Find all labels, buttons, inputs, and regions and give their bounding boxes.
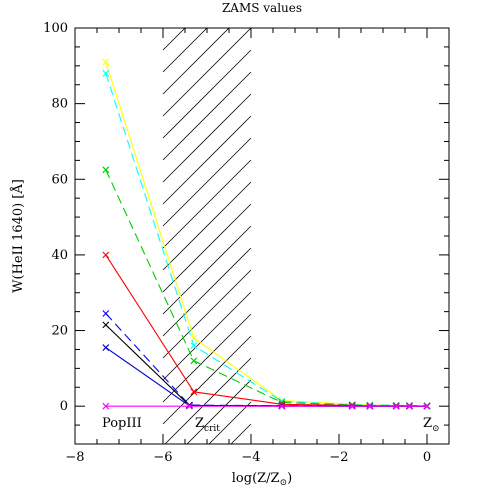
x-tick-label: −8 [65,450,84,465]
hatch-line [162,181,252,271]
series-3 [102,166,431,410]
series-line [105,73,428,407]
data-point [278,402,286,410]
plot-frame [74,27,450,445]
axis-ticks: −8 −6 −4 −2 0 0 20 40 60 80 100 [43,21,450,465]
hatch-line [162,291,252,381]
x-tick-label: −6 [153,450,172,465]
hatch-line [208,401,252,444]
y-tick-label: 0 [60,399,68,414]
x-axis-title: log(Z/Z⊙) [232,471,292,488]
hatch-line [162,71,252,161]
hatch-line [186,379,252,444]
data-point [190,388,198,396]
zsun-label: Z⊙ [423,416,440,434]
data-point [190,342,198,350]
data-point [186,402,193,410]
y-tick-label: 20 [51,324,68,339]
data-point [102,402,110,410]
series-6 [102,321,431,410]
y-axis-title: W(HeII 1640) [Å] [10,179,26,293]
series-4 [102,251,431,410]
hatch-line [162,49,252,139]
data-point [102,344,110,351]
data-point [102,166,110,174]
series-line [105,254,428,407]
y-tick-label: 100 [43,21,68,36]
series-1 [102,58,431,410]
y-tick-label: 80 [51,97,68,112]
series-line [105,347,427,407]
chart-title: ZAMS values [222,1,302,15]
data-point [348,402,356,410]
y-tick-label: 40 [51,248,68,263]
hatch-line [162,335,252,425]
data-point [392,402,400,410]
data-point [406,402,413,410]
x-tick-label: 0 [423,450,431,465]
data-point [190,357,198,365]
popiii-label: PopIII [102,416,142,431]
series-2 [102,69,431,410]
hatch-line [162,247,252,337]
hatch-line [162,159,252,249]
data-point [366,402,374,410]
hatch-line [162,28,208,73]
series-8 [102,402,431,410]
x-tick-label: −2 [329,450,348,465]
hatch-line [162,93,252,183]
hatch-line [162,313,252,403]
hatch-line [162,225,252,315]
data-point [102,58,110,66]
hatch-line [162,269,252,359]
hatch-line [162,28,252,117]
series-line [105,313,427,407]
zcrit-label: Zcrit [195,416,220,434]
series-layer [102,58,431,410]
series-5 [102,310,431,410]
hatch-line [162,203,252,293]
x-tick-label: −4 [241,450,260,465]
hatch-line [162,137,252,227]
hatch-line [162,28,186,51]
data-point [102,69,110,77]
critical-metallicity-hatched-region [162,28,252,444]
hatch-line [162,115,252,205]
data-point [423,402,431,410]
hatch-line [162,28,230,95]
series-7 [102,344,431,410]
y-tick-label: 60 [51,172,68,187]
data-point [102,321,110,329]
series-line [105,169,427,407]
data-point [102,251,110,259]
series-line [105,61,428,407]
data-point [102,310,110,317]
hatch-line [230,423,252,444]
